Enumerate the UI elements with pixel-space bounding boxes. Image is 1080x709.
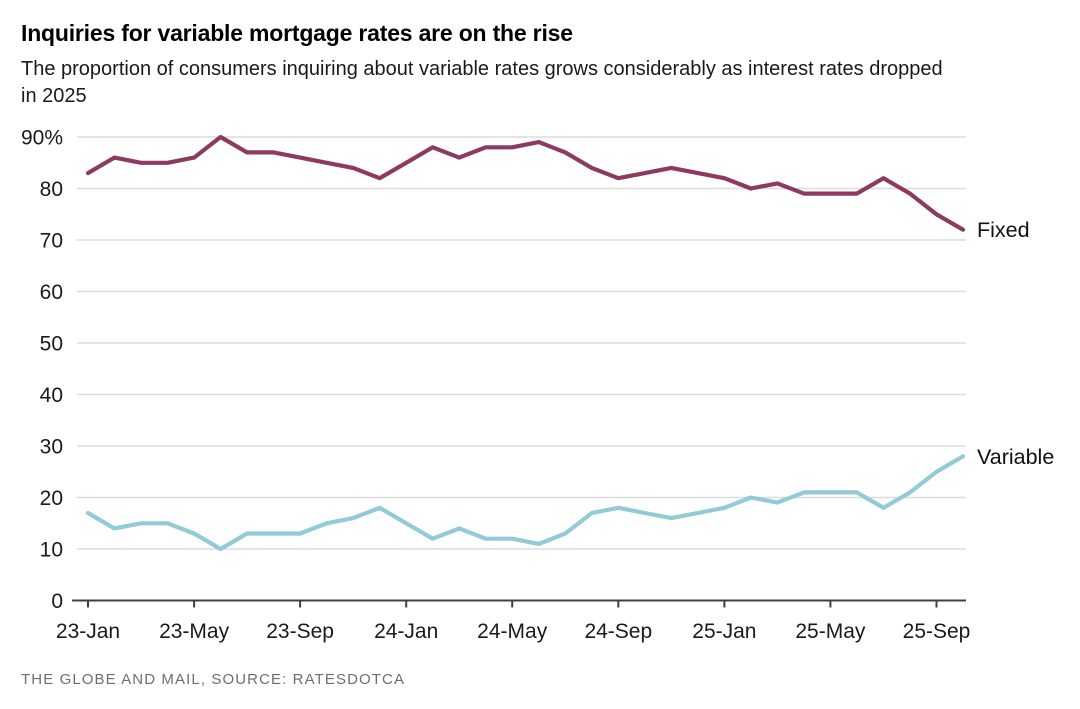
source-credit: THE GLOBE AND MAIL, SOURCE: RATESDOTCA [21,671,406,688]
fixed-series-end-label: Fixed [977,218,1030,242]
x-tick-label: 23-Jan [56,620,120,643]
y-tick-label: 40 [40,384,63,407]
subtitle-line-1: The proportion of consumers inquiring ab… [21,58,943,80]
fixed-line-series [85,134,966,232]
variable-series-end-label: Variable [977,445,1054,469]
x-tick-label: 23-May [159,620,230,643]
subtitle-line-2: in 2025 [21,85,87,107]
y-tick-label: 90% [21,127,63,150]
y-tick-label: 10 [40,539,63,562]
chart-title: Inquiries for variable mortgage rates ar… [21,20,573,46]
x-tick-label: 24-Jan [374,620,438,643]
y-tick-label: 60 [40,281,63,304]
y-tick-label: 70 [40,230,63,253]
y-tick-label: 20 [40,487,63,510]
x-tick-label: 24-Sep [584,620,652,643]
y-tick-label: 30 [40,436,63,459]
x-tick-label: 24-May [477,620,548,643]
y-tick-label: 0 [51,590,63,613]
variable-line-series [85,454,966,552]
chart-subtitle: The proportion of consumers inquiring ab… [21,56,943,110]
x-tick-label: 23-Sep [266,620,334,643]
x-tick-label: 25-Jan [692,620,756,643]
x-tick-label: 25-Sep [903,620,971,643]
y-tick-label: 80 [40,178,63,201]
y-tick-label: 50 [40,333,63,356]
x-tick-label: 25-May [795,620,866,643]
